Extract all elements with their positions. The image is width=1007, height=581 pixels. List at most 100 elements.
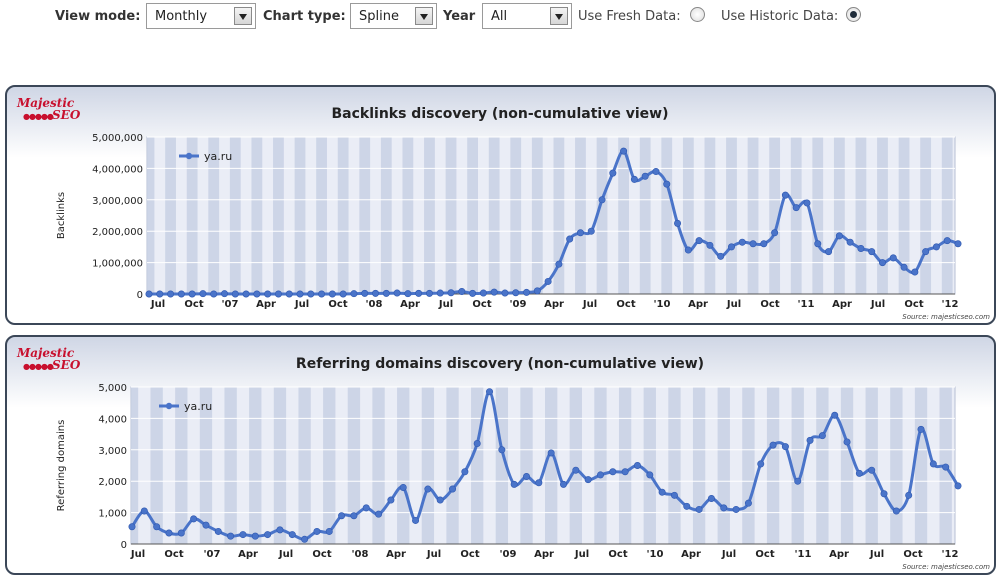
data-point: [641, 172, 649, 180]
chart-type-label: Chart type:: [263, 9, 346, 24]
data-point: [720, 504, 728, 512]
plot-stripe: [402, 137, 414, 294]
data-point: [393, 289, 401, 297]
source-label: Source: majesticseo.com: [902, 563, 990, 571]
y-tick-label: 2,000,000: [92, 227, 143, 238]
data-point: [658, 488, 666, 496]
x-tick-label: Apr: [829, 549, 849, 560]
data-point: [436, 289, 444, 297]
data-point: [878, 259, 886, 267]
data-point: [382, 289, 390, 297]
x-tick-label: Jul: [870, 299, 885, 310]
y-axis-label: Referring domains: [56, 420, 67, 512]
x-tick-label: Oct: [755, 549, 774, 560]
data-point: [825, 248, 833, 256]
x-tick-label: Jul: [150, 299, 165, 310]
data-point: [717, 252, 725, 260]
data-point: [274, 290, 282, 298]
data-point: [572, 466, 580, 474]
plot-stripe: [747, 137, 759, 294]
data-point: [350, 290, 358, 298]
data-point: [911, 268, 919, 276]
data-point: [855, 469, 863, 477]
plot-stripe: [294, 137, 306, 294]
plot-stripe: [898, 137, 910, 294]
plot-stripe: [840, 387, 854, 544]
data-point: [857, 244, 865, 252]
data-point: [843, 438, 851, 446]
data-point: [498, 446, 506, 454]
plot-stripe: [941, 137, 953, 294]
year-label: Year: [443, 9, 476, 24]
data-point: [490, 288, 498, 296]
data-point: [652, 168, 660, 176]
backlinks-chart-panel: Majestic ●●●●● SEO Backlinks discovery (…: [5, 85, 996, 325]
data-point: [744, 499, 752, 507]
data-point: [932, 243, 940, 251]
logo-dots-icon: ●●●●●: [23, 112, 54, 121]
data-point: [318, 290, 326, 298]
plot-stripe: [229, 137, 241, 294]
fresh-data-radio[interactable]: [690, 7, 705, 22]
data-point: [707, 494, 715, 502]
data-point: [424, 485, 432, 493]
data-point: [253, 290, 261, 298]
plot-stripe: [380, 137, 392, 294]
y-tick-label: 5,000,000: [92, 133, 143, 144]
plot-stripe: [766, 387, 780, 544]
chart-title: Backlinks discovery (non-cumulative view…: [332, 106, 669, 122]
x-tick-label: Oct: [608, 549, 627, 560]
data-point: [818, 432, 826, 440]
data-point: [350, 512, 358, 520]
plot-stripe: [186, 137, 198, 294]
data-point: [473, 440, 481, 448]
y-tick-label: 2,000: [98, 477, 127, 488]
x-tick-label: '09: [500, 549, 517, 560]
data-point: [523, 472, 531, 480]
data-point: [156, 290, 164, 298]
data-point: [803, 199, 811, 207]
historic-data-radio[interactable]: [846, 7, 861, 22]
data-point: [954, 482, 962, 490]
data-point: [738, 238, 746, 246]
year-select[interactable]: All: [482, 3, 572, 29]
view-mode-select[interactable]: Monthly: [146, 3, 256, 29]
plot-stripe: [316, 137, 327, 294]
chevron-down-icon[interactable]: [234, 7, 252, 25]
data-point: [835, 232, 843, 240]
data-point: [806, 436, 814, 444]
data-point: [868, 466, 876, 474]
data-point: [242, 290, 250, 298]
y-tick-label: 3,000,000: [92, 196, 143, 207]
x-tick-label: Apr: [544, 299, 564, 310]
plot-stripe: [704, 137, 716, 294]
plot-stripe: [208, 137, 220, 294]
data-point: [535, 479, 543, 487]
plot-stripe: [510, 137, 522, 294]
data-point: [943, 237, 951, 245]
plot-stripe: [249, 387, 262, 544]
data-point: [584, 476, 592, 484]
chevron-down-icon[interactable]: [550, 7, 568, 25]
y-tick-label: 5,000: [98, 383, 127, 394]
y-tick-label: 3,000: [98, 446, 127, 457]
legend-marker: [185, 152, 193, 160]
data-point: [325, 527, 333, 535]
data-point: [757, 460, 765, 468]
data-point: [375, 510, 383, 518]
plot-stripe: [812, 137, 824, 294]
data-point: [202, 521, 210, 529]
plot-stripe: [165, 137, 176, 294]
chart-type-select[interactable]: Spline: [350, 3, 437, 29]
data-point: [868, 248, 876, 256]
data-point: [792, 204, 800, 212]
x-tick-label: '10: [647, 549, 664, 560]
data-point: [630, 175, 638, 183]
data-point: [900, 263, 908, 271]
plot-stripe: [298, 387, 311, 544]
data-point: [695, 505, 703, 513]
chevron-down-icon[interactable]: [415, 7, 433, 25]
plot-stripe: [131, 387, 139, 544]
y-axis-label: Backlinks: [56, 192, 67, 239]
data-point: [942, 463, 950, 471]
